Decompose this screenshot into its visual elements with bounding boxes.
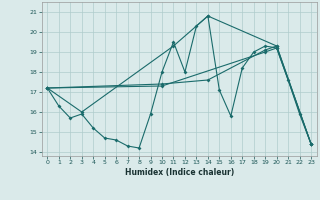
X-axis label: Humidex (Indice chaleur): Humidex (Indice chaleur) bbox=[124, 168, 234, 177]
